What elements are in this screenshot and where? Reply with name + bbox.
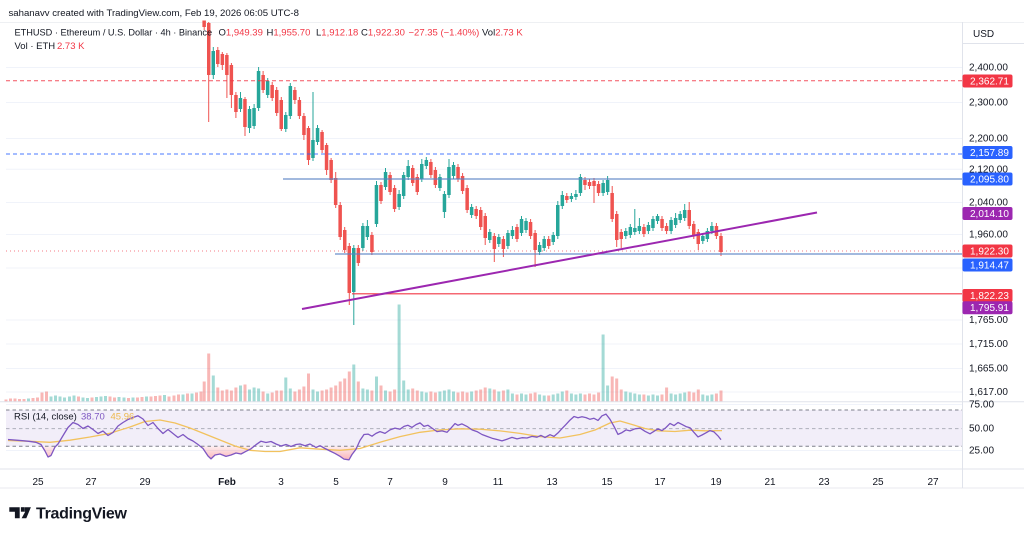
svg-text:O1,949.39: O1,949.39	[219, 28, 263, 39]
svg-text:9: 9	[442, 477, 448, 488]
svg-text:1,765.00: 1,765.00	[969, 315, 1008, 326]
svg-text:2,014.10: 2,014.10	[970, 209, 1009, 220]
svg-text:Feb: Feb	[218, 477, 236, 488]
svg-text:17: 17	[654, 477, 666, 488]
svg-text:ETHUSD · Ethereum / U.S. Dolla: ETHUSD · Ethereum / U.S. Dollar · 4h · B…	[15, 28, 213, 38]
svg-text:1,665.00: 1,665.00	[969, 364, 1008, 375]
svg-text:5: 5	[333, 477, 339, 488]
svg-text:75.00: 75.00	[969, 400, 994, 411]
svg-text:25: 25	[32, 477, 44, 488]
svg-text:13: 13	[546, 477, 558, 488]
svg-text:1,960.00: 1,960.00	[969, 230, 1008, 241]
svg-text:1,715.00: 1,715.00	[969, 339, 1008, 350]
svg-text:2,157.89: 2,157.89	[970, 148, 1009, 159]
svg-text:23: 23	[818, 477, 830, 488]
svg-text:38.70: 38.70	[81, 412, 105, 423]
svg-text:45.96: 45.96	[111, 412, 135, 423]
svg-text:27: 27	[85, 477, 97, 488]
svg-text:27: 27	[927, 477, 939, 488]
svg-text:15: 15	[601, 477, 613, 488]
svg-text:H1,955.70: H1,955.70	[267, 28, 311, 39]
svg-text:sahanavv created with TradingV: sahanavv created with TradingView.com, F…	[9, 8, 299, 19]
svg-text:2,200.00: 2,200.00	[969, 134, 1008, 145]
svg-text:2.73 K: 2.73 K	[57, 41, 85, 52]
svg-text:Vol2.73 K: Vol2.73 K	[482, 28, 523, 39]
svg-text:Vol · ETH: Vol · ETH	[15, 41, 56, 52]
svg-text:50.00: 50.00	[969, 424, 994, 435]
svg-text:7: 7	[387, 477, 393, 488]
svg-text:2,362.71: 2,362.71	[970, 76, 1009, 87]
svg-text:USD: USD	[973, 29, 994, 40]
svg-text:1,795.91: 1,795.91	[970, 303, 1009, 314]
svg-text:RSI (14, close): RSI (14, close)	[14, 412, 77, 423]
svg-text:C1,922.30: C1,922.30	[361, 28, 405, 39]
svg-text:1,914.47: 1,914.47	[970, 260, 1009, 271]
svg-text:19: 19	[710, 477, 722, 488]
svg-text:2,300.00: 2,300.00	[969, 98, 1008, 109]
svg-text:1,617.00: 1,617.00	[969, 387, 1008, 398]
svg-text:2,040.00: 2,040.00	[969, 198, 1008, 209]
svg-text:L1,912.18: L1,912.18	[316, 28, 358, 39]
svg-text:TradingView: TradingView	[36, 506, 128, 523]
svg-text:1,922.30: 1,922.30	[970, 246, 1009, 257]
svg-text:29: 29	[139, 477, 151, 488]
svg-text:2,400.00: 2,400.00	[969, 63, 1008, 74]
svg-text:−27.35 (−1.40%): −27.35 (−1.40%)	[409, 28, 480, 39]
svg-text:2,095.80: 2,095.80	[970, 174, 1009, 185]
svg-text:1,822.23: 1,822.23	[970, 291, 1009, 302]
svg-text:21: 21	[764, 477, 776, 488]
svg-text:25: 25	[872, 477, 884, 488]
svg-text:2,120.00: 2,120.00	[969, 165, 1008, 176]
svg-text:25.00: 25.00	[969, 446, 994, 457]
svg-text:11: 11	[493, 477, 504, 488]
svg-text:3: 3	[278, 477, 284, 488]
